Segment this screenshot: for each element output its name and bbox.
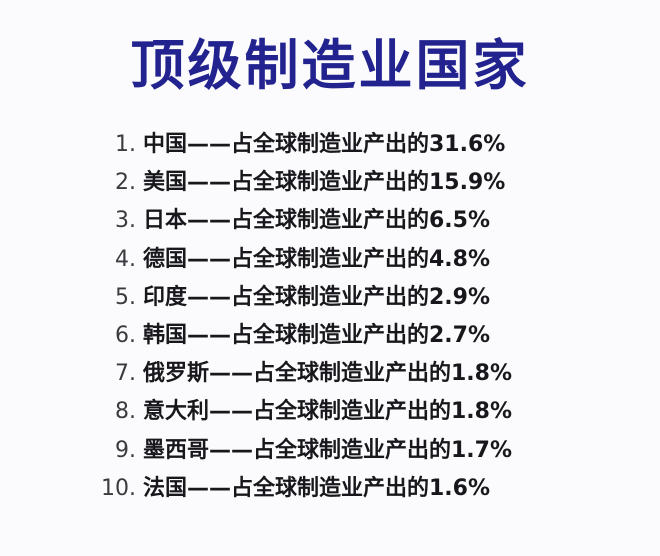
list-item-number: 4. [115, 246, 136, 272]
list-item: 9. 墨西哥——占全球制造业产出的1.7% [0, 432, 660, 470]
list-item-text: 印度——占全球制造业产出的2.9% [143, 284, 491, 310]
list-item: 2. 美国——占全球制造业产出的15.9% [0, 164, 660, 202]
list-item: 7. 俄罗斯——占全球制造业产出的1.8% [0, 355, 660, 393]
list-item-text: 美国——占全球制造业产出的15.9% [143, 170, 506, 196]
list-item-number: 7. [115, 361, 136, 387]
list-item-number: 2. [115, 170, 136, 196]
list-item: 4. 德国——占全球制造业产出的4.8% [0, 241, 660, 279]
list-item-number: 10. [101, 475, 136, 501]
list-item: 3. 日本——占全球制造业产出的6.5% [0, 202, 660, 240]
list-item: 5. 印度——占全球制造业产出的2.9% [0, 279, 660, 317]
list-item: 6. 韩国——占全球制造业产出的2.7% [0, 317, 660, 355]
list-item-number: 6. [115, 322, 136, 348]
list-item-text: 法国——占全球制造业产出的1.6% [143, 475, 491, 501]
ranking-list: 1. 中国——占全球制造业产出的31.6% 2. 美国——占全球制造业产出的15… [0, 126, 660, 508]
list-item: 8. 意大利——占全球制造业产出的1.8% [0, 393, 660, 431]
list-item-text: 俄罗斯——占全球制造业产出的1.8% [143, 361, 513, 387]
list-item: 10. 法国——占全球制造业产出的1.6% [0, 470, 660, 508]
list-item: 1. 中国——占全球制造业产出的31.6% [0, 126, 660, 164]
list-item-number: 5. [115, 284, 136, 310]
list-item-number: 8. [115, 399, 136, 425]
list-item-number: 9. [115, 437, 136, 463]
list-item-text: 墨西哥——占全球制造业产出的1.7% [143, 437, 513, 463]
list-item-text: 日本——占全球制造业产出的6.5% [143, 208, 491, 234]
list-item-text: 意大利——占全球制造业产出的1.8% [143, 399, 513, 425]
page-title: 顶级制造业国家 [130, 34, 530, 97]
list-item-text: 中国——占全球制造业产出的31.6% [143, 132, 506, 157]
list-item-text: 韩国——占全球制造业产出的2.7% [143, 322, 491, 348]
list-item-text: 德国——占全球制造业产出的4.8% [143, 246, 491, 272]
list-item-number: 3. [115, 208, 136, 234]
list-item-number: 1. [115, 132, 136, 157]
